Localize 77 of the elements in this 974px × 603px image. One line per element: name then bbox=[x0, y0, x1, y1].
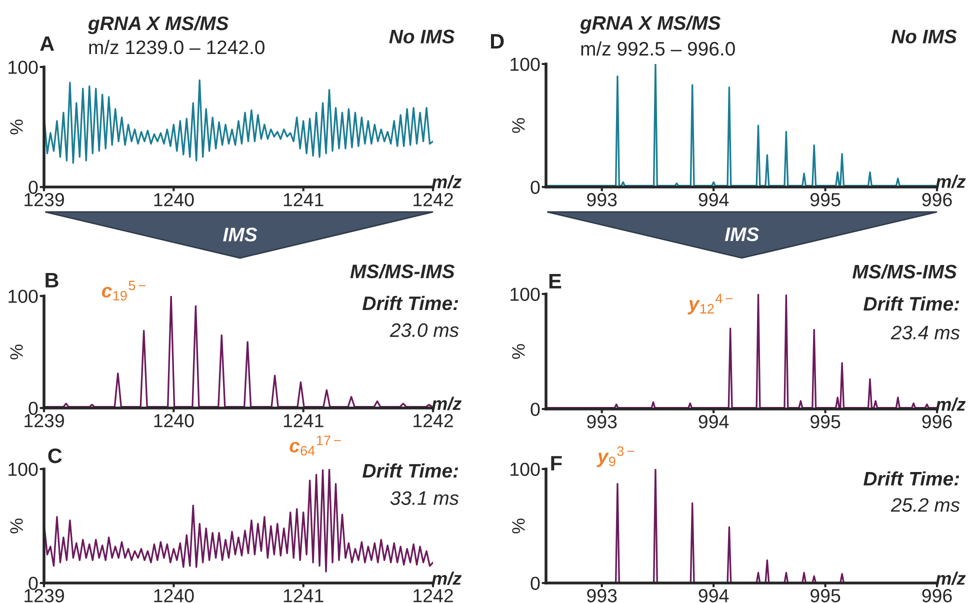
x-tick-label: 996 bbox=[922, 415, 952, 428]
text: D bbox=[490, 34, 504, 48]
chart-subtitle: m/z 992.5 – 996.0 bbox=[581, 41, 735, 56]
annotation: y$_{9}$$^{3−}$ bbox=[596, 446, 634, 468]
x-tick-label: 1240 bbox=[154, 414, 194, 428]
text: No IMS bbox=[891, 30, 957, 44]
text: B bbox=[46, 273, 58, 288]
y-tick-label: 0 bbox=[530, 402, 540, 416]
x-axis-title: m/z bbox=[432, 396, 462, 410]
text: E bbox=[549, 274, 562, 288]
annotation: Drift Time: bbox=[864, 296, 960, 311]
x-tick-label: 1239 bbox=[24, 193, 64, 206]
y-tick-label: 0 bbox=[28, 180, 38, 194]
annotation: Drift Time: bbox=[362, 463, 458, 478]
x-tick-label: 1241 bbox=[284, 193, 324, 206]
x-tick-label: 1242 bbox=[414, 589, 453, 602]
annotation: 33.1 ms bbox=[390, 491, 459, 505]
text: MS/MS-IMS bbox=[350, 264, 455, 278]
x-tick-label: 995 bbox=[810, 415, 840, 428]
annotation: y$_{12}$$^{4−}$ bbox=[688, 294, 732, 314]
y-tick-label: 100 bbox=[8, 290, 38, 303]
y-axis-title: % bbox=[10, 120, 23, 134]
x-tick-label: 1240 bbox=[154, 193, 194, 206]
x-tick-label: 994 bbox=[698, 589, 729, 602]
x-axis-title: m/z bbox=[432, 175, 462, 188]
annotation: 25.2 ms bbox=[890, 498, 960, 512]
x-tick-label: 993 bbox=[587, 193, 617, 206]
y-axis-title: % bbox=[512, 118, 525, 133]
text: A bbox=[40, 36, 54, 51]
x-tick-label: 996 bbox=[922, 589, 952, 602]
y-axis-title: % bbox=[10, 518, 23, 534]
y-tick-label: 100 bbox=[510, 288, 540, 301]
x-tick-label: 1240 bbox=[154, 589, 194, 602]
x-tick-label: 1239 bbox=[24, 589, 64, 602]
y-tick-label: 100 bbox=[8, 462, 38, 476]
x-tick-label: 993 bbox=[587, 589, 617, 602]
x-axis-title: m/z bbox=[936, 398, 966, 411]
y-tick-label: 100 bbox=[8, 60, 38, 74]
annotation: 23.4 ms bbox=[890, 326, 960, 340]
text: MS/MS-IMS bbox=[852, 264, 957, 279]
chart-title: gRNA X MS/MS bbox=[580, 16, 721, 34]
x-tick-label: 993 bbox=[587, 415, 617, 428]
x-tick-label: 994 bbox=[698, 193, 729, 206]
chart-title: gRNA X MS/MS bbox=[88, 16, 229, 34]
x-tick-label: 1241 bbox=[284, 414, 324, 428]
x-tick-label: 1242 bbox=[414, 414, 453, 428]
y-tick-label: 100 bbox=[510, 462, 540, 476]
x-tick-label: 1239 bbox=[24, 414, 64, 428]
x-tick-label: 996 bbox=[922, 193, 952, 206]
y-tick-label: 0 bbox=[530, 180, 540, 194]
x-tick-label: 995 bbox=[810, 193, 840, 206]
text: IMS bbox=[724, 227, 759, 242]
y-axis-title: % bbox=[512, 344, 525, 359]
annotation: 23.0 ms bbox=[390, 323, 459, 338]
y-tick-label: 0 bbox=[28, 576, 38, 590]
y-axis-title: % bbox=[512, 518, 525, 534]
annotation: c$_{64}$$^{17−}$ bbox=[290, 436, 341, 456]
text: IMS bbox=[223, 228, 258, 242]
annotation: F bbox=[551, 456, 562, 470]
text: No IMS bbox=[389, 30, 455, 44]
y-tick-label: 0 bbox=[530, 576, 540, 590]
text: C bbox=[48, 448, 62, 464]
x-axis-title: m/z bbox=[936, 174, 966, 188]
chart-subtitle: m/z 1239.0 – 1242.0 bbox=[89, 40, 264, 54]
x-axis-title: m/z bbox=[936, 572, 966, 586]
x-axis-title: m/z bbox=[432, 572, 462, 586]
y-axis-title: % bbox=[10, 344, 23, 360]
x-tick-label: 995 bbox=[810, 589, 840, 602]
annotation: Drift Time: bbox=[362, 296, 458, 310]
annotation: c$_{19}$$^{5−}$ bbox=[102, 280, 146, 301]
y-tick-label: 0 bbox=[28, 402, 38, 415]
x-tick-label: 994 bbox=[698, 415, 729, 428]
x-tick-label: 1242 bbox=[414, 193, 453, 206]
x-tick-label: 1241 bbox=[284, 589, 324, 602]
y-tick-label: 100 bbox=[510, 58, 540, 71]
annotation: Drift Time: bbox=[864, 471, 960, 486]
line-series bbox=[44, 79, 433, 164]
